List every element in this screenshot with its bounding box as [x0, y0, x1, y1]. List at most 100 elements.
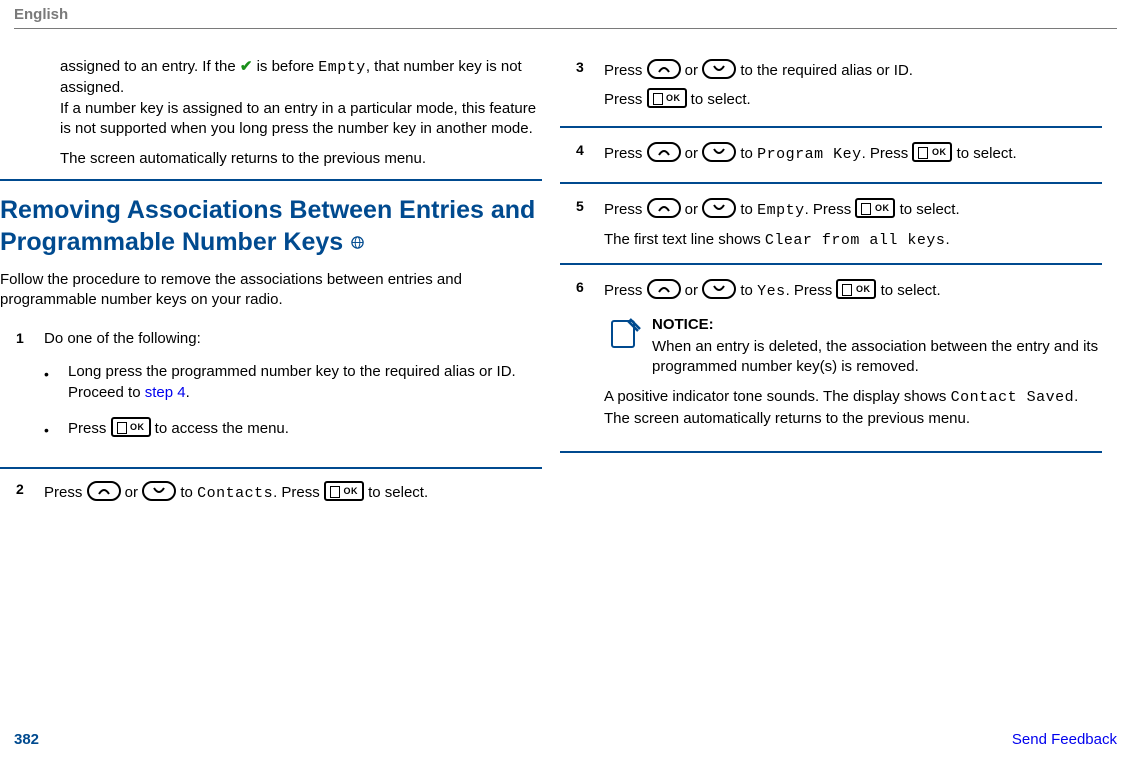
text: The first text line shows — [604, 231, 765, 248]
ok-button-icon: OK — [912, 142, 952, 162]
bullet-item: • Long press the programmed number key t… — [44, 361, 542, 403]
text: assigned to an entry. If the — [60, 58, 240, 75]
step-body: Do one of the following: • Long press th… — [44, 328, 542, 455]
step-6: 6 Press or to Yes. Press OK to select. N… — [576, 277, 1102, 439]
step-number: 4 — [576, 140, 592, 170]
up-button-icon — [647, 59, 681, 79]
text: . — [186, 384, 190, 401]
top-paragraph-group: assigned to an entry. If the ✔ is before… — [30, 57, 542, 169]
section-heading: Removing Associations Between Entries an… — [0, 195, 542, 258]
text: to — [736, 201, 757, 218]
notice-text: When an entry is deleted, the associatio… — [652, 338, 1098, 375]
notice-body: NOTICE: When an entry is deleted, the as… — [652, 315, 1102, 378]
text: Press — [44, 484, 87, 501]
text: Do one of the following: — [44, 330, 201, 347]
step-divider — [560, 263, 1102, 265]
down-button-icon — [142, 481, 176, 501]
feedback-link[interactable]: Send Feedback — [1012, 731, 1117, 748]
text: or — [681, 62, 703, 79]
ok-button-icon: OK — [836, 279, 876, 299]
page-number: 382 — [14, 731, 39, 748]
text: . Press — [805, 201, 856, 218]
down-button-icon — [702, 142, 736, 162]
page-content: assigned to an entry. If the ✔ is before… — [0, 37, 1131, 519]
section-divider — [0, 179, 542, 181]
ok-label: OK — [932, 144, 947, 160]
text: Press — [604, 91, 647, 108]
step-3: 3 Press or to the required alias or ID. … — [576, 57, 1102, 114]
bullet-item: • Press OK to access the menu. — [44, 417, 542, 441]
text: . Press — [273, 484, 324, 501]
text: . — [1074, 388, 1078, 405]
step-divider — [560, 182, 1102, 184]
ok-label: OK — [130, 419, 145, 435]
text: to select. — [952, 145, 1016, 162]
down-button-icon — [702, 59, 736, 79]
text: to select. — [687, 91, 751, 108]
step-body: Press or to Contacts. Press OK to select… — [44, 479, 542, 507]
up-button-icon — [647, 279, 681, 299]
column-right: 3 Press or to the required alias or ID. … — [590, 57, 1102, 519]
empty-keyword: Empty — [318, 59, 366, 76]
ok-label: OK — [875, 200, 890, 216]
notice-box: NOTICE: When an entry is deleted, the as… — [606, 315, 1102, 378]
bullet-marker: • — [44, 417, 54, 441]
up-button-icon — [647, 198, 681, 218]
empty-keyword: Empty — [757, 202, 805, 219]
ok-button-icon: OK — [324, 481, 364, 501]
yes-keyword: Yes — [757, 283, 786, 300]
step-2: 2 Press or to Contacts. Press OK to sele… — [16, 479, 542, 507]
steps-left: 1 Do one of the following: • Long press … — [16, 328, 542, 507]
step-number: 2 — [16, 479, 32, 507]
up-button-icon — [87, 481, 121, 501]
header-divider — [14, 28, 1117, 29]
up-button-icon — [647, 142, 681, 162]
text: or — [681, 145, 703, 162]
step-5: 5 Press or to Empty. Press OK to select.… — [576, 196, 1102, 252]
text: Long press the programmed number key to … — [68, 363, 516, 401]
top-paragraph-2: The screen automatically returns to the … — [60, 149, 542, 169]
ok-label: OK — [343, 483, 358, 499]
text: Press — [68, 420, 111, 437]
column-left: assigned to an entry. If the ✔ is before… — [30, 57, 542, 519]
step-body: Press or to the required alias or ID. Pr… — [604, 57, 1102, 114]
text: Press — [604, 145, 647, 162]
step-1: 1 Do one of the following: • Long press … — [16, 328, 542, 455]
text: to — [736, 145, 757, 162]
top-paragraph-1: assigned to an entry. If the ✔ is before… — [60, 57, 542, 139]
footer: 382 Send Feedback — [14, 731, 1117, 748]
down-button-icon — [702, 279, 736, 299]
text: to — [736, 282, 757, 299]
step-number: 3 — [576, 57, 592, 114]
ok-button-icon: OK — [855, 198, 895, 218]
bullet-body: Press OK to access the menu. — [68, 417, 542, 441]
check-icon: ✔ — [240, 58, 253, 75]
bullet-list: • Long press the programmed number key t… — [44, 361, 542, 441]
text: to select. — [895, 201, 959, 218]
text: to — [176, 484, 197, 501]
text: . Press — [786, 282, 837, 299]
text: . Press — [862, 145, 913, 162]
step-number: 5 — [576, 196, 592, 252]
section-end-divider — [560, 451, 1102, 453]
bullet-marker: • — [44, 361, 54, 403]
intro-paragraph: Follow the procedure to remove the assoc… — [0, 270, 542, 311]
contacts-keyword: Contacts — [197, 485, 273, 502]
clear-keyword: Clear from all keys — [765, 232, 946, 249]
text: A positive indicator tone sounds. The di… — [604, 388, 951, 405]
step-number: 6 — [576, 277, 592, 439]
globe-icon — [350, 235, 365, 250]
text: or — [121, 484, 143, 501]
step4-link[interactable]: step 4 — [145, 384, 186, 401]
text: to access the menu. — [151, 420, 289, 437]
ok-label: OK — [856, 281, 871, 297]
text: or — [681, 201, 703, 218]
step-body: Press or to Program Key. Press OK to sel… — [604, 140, 1102, 170]
text: Press — [604, 282, 647, 299]
bullet-body: Long press the programmed number key to … — [68, 361, 542, 403]
text: to the required alias or ID. — [736, 62, 913, 79]
ok-label: OK — [666, 90, 681, 106]
programkey-keyword: Program Key — [757, 146, 862, 163]
step-number: 1 — [16, 328, 32, 455]
ok-button-icon: OK — [111, 417, 151, 437]
